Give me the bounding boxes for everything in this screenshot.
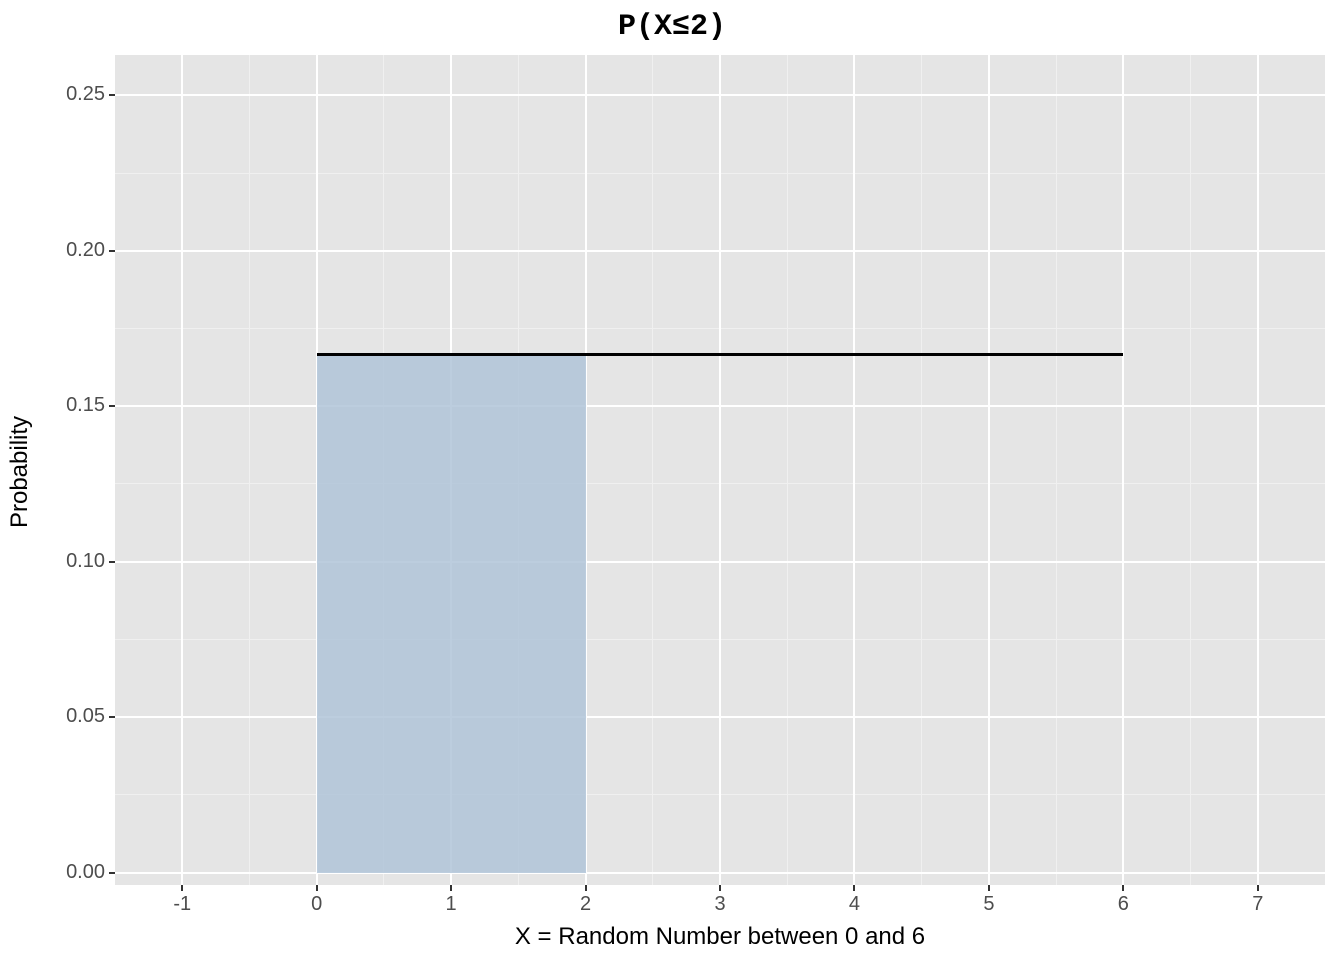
plot-panel [115, 55, 1325, 885]
x-tick-mark [316, 885, 318, 891]
x-tick-label: 1 [421, 893, 481, 916]
x-tick-mark [988, 885, 990, 891]
x-tick-label: 7 [1228, 893, 1288, 916]
grid-major-h [115, 94, 1325, 96]
grid-minor-v [921, 55, 922, 885]
y-axis-label: Probability [6, 322, 34, 622]
probability-chart: P(X≤2) X = Random Number between 0 and 6… [0, 0, 1344, 960]
density-line [317, 353, 1124, 356]
y-tick-label: 0.10 [66, 550, 105, 573]
shaded-region [317, 354, 586, 872]
x-tick-label: 2 [556, 893, 616, 916]
x-tick-label: 3 [690, 893, 750, 916]
x-tick-mark [181, 885, 183, 891]
grid-major-h [115, 716, 1325, 718]
grid-major-v [719, 55, 721, 885]
y-tick-mark [109, 561, 115, 563]
grid-minor-v [652, 55, 653, 885]
y-tick-label: 0.00 [66, 861, 105, 884]
x-tick-label: 5 [959, 893, 1019, 916]
x-tick-label: 4 [824, 893, 884, 916]
x-tick-label: 6 [1093, 893, 1153, 916]
grid-major-v [988, 55, 990, 885]
x-tick-mark [450, 885, 452, 891]
chart-title: P(X≤2) [0, 10, 1344, 44]
grid-major-h [115, 405, 1325, 407]
x-tick-mark [1122, 885, 1124, 891]
y-tick-mark [109, 872, 115, 874]
y-tick-mark [109, 250, 115, 252]
y-tick-label: 0.25 [66, 83, 105, 106]
x-tick-mark [853, 885, 855, 891]
grid-minor-v [787, 55, 788, 885]
x-tick-label: -1 [152, 893, 212, 916]
plot-area [115, 55, 1325, 885]
grid-major-v [853, 55, 855, 885]
x-tick-mark [719, 885, 721, 891]
grid-minor-v [1190, 55, 1191, 885]
y-tick-mark [109, 94, 115, 96]
grid-major-h [115, 561, 1325, 563]
grid-major-v [1122, 55, 1124, 885]
x-tick-label: 0 [287, 893, 347, 916]
y-tick-label: 0.15 [66, 394, 105, 417]
grid-minor-v [1056, 55, 1057, 885]
y-tick-label: 0.20 [66, 239, 105, 262]
grid-major-v [1257, 55, 1259, 885]
grid-major-h [115, 250, 1325, 252]
y-tick-label: 0.05 [66, 705, 105, 728]
x-tick-mark [585, 885, 587, 891]
grid-major-h [115, 872, 1325, 874]
x-tick-mark [1257, 885, 1259, 891]
grid-major-v [181, 55, 183, 885]
grid-minor-v [249, 55, 250, 885]
y-tick-mark [109, 405, 115, 407]
y-tick-mark [109, 716, 115, 718]
x-axis-label: X = Random Number between 0 and 6 [115, 923, 1325, 951]
